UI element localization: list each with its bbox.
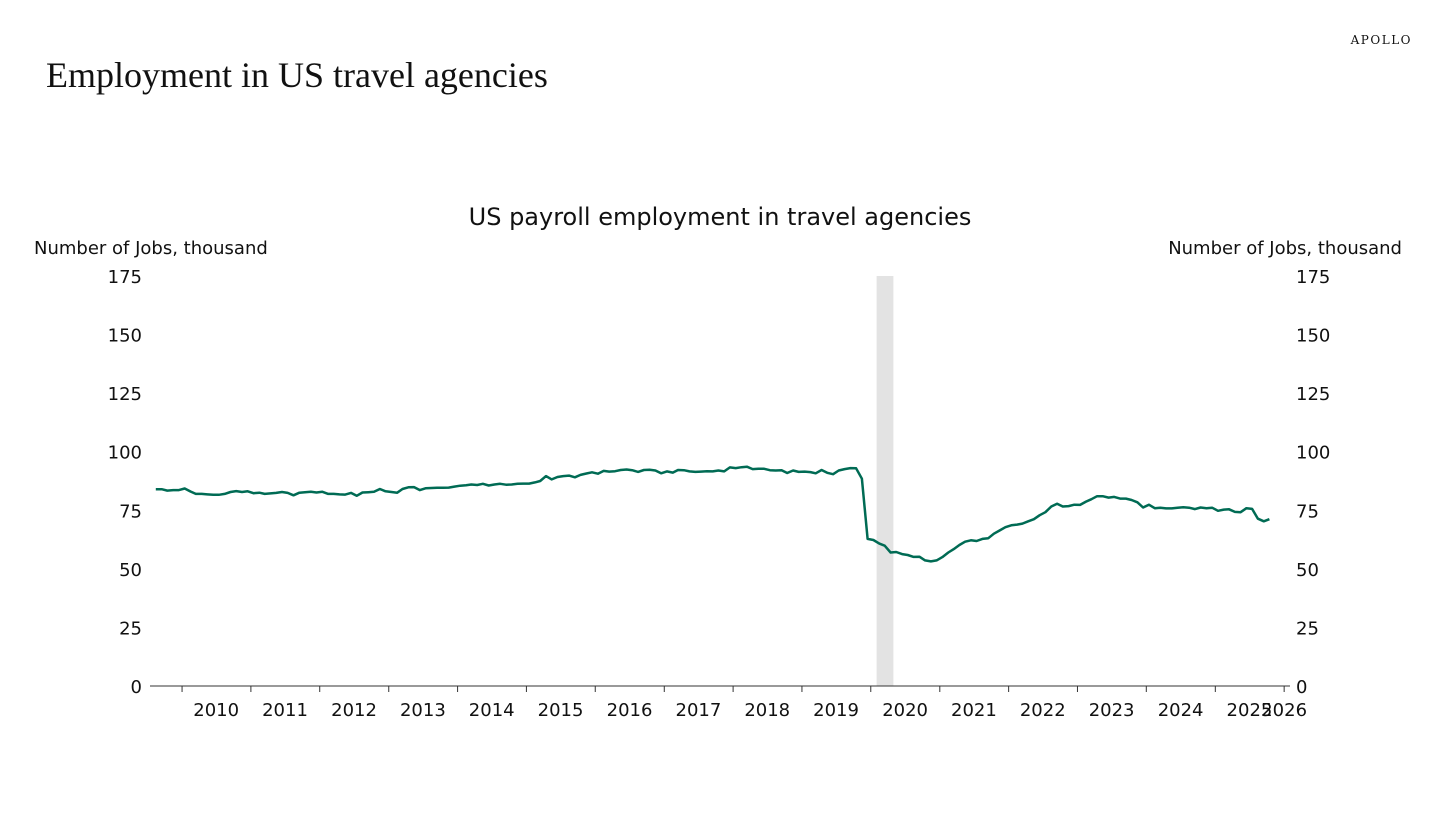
x-tick-label-2012: 2012 bbox=[331, 700, 377, 721]
x-tick-label-2010: 2010 bbox=[193, 700, 239, 721]
y-axis-left-ticks: 0 25 50 75 100 125 150 175 bbox=[108, 267, 142, 698]
x-tick-label-2016: 2016 bbox=[607, 700, 653, 721]
y-tick-left-150: 150 bbox=[108, 326, 142, 347]
y-tick-right-175: 175 bbox=[1296, 267, 1330, 288]
y-tick-left-25: 25 bbox=[119, 618, 142, 639]
x-tick-label-2015: 2015 bbox=[538, 700, 584, 721]
y-tick-right-0: 0 bbox=[1296, 677, 1307, 698]
y-tick-right-25: 25 bbox=[1296, 618, 1319, 639]
x-tick-label-2023: 2023 bbox=[1089, 700, 1135, 721]
x-tick-label-2013: 2013 bbox=[400, 700, 446, 721]
x-tick-label-2014: 2014 bbox=[469, 700, 515, 721]
x-tick-label-2022: 2022 bbox=[1020, 700, 1066, 721]
y-tick-left-125: 125 bbox=[108, 384, 142, 405]
chart-title: US payroll employment in travel agencies bbox=[469, 203, 972, 231]
x-tick-label-2026: 2026 bbox=[1261, 700, 1307, 721]
y-tick-right-125: 125 bbox=[1296, 384, 1330, 405]
x-tick-label-2021: 2021 bbox=[951, 700, 997, 721]
y-tick-left-175: 175 bbox=[108, 267, 142, 288]
y-tick-left-50: 50 bbox=[119, 560, 142, 581]
y-tick-left-75: 75 bbox=[119, 501, 142, 522]
x-tick-label-2011: 2011 bbox=[262, 700, 308, 721]
series-line-0 bbox=[155, 465, 1270, 563]
x-tick-label-2017: 2017 bbox=[676, 700, 722, 721]
y-tick-right-150: 150 bbox=[1296, 326, 1330, 347]
y-axis-label-right: Number of Jobs, thousand bbox=[1168, 238, 1402, 259]
x-tick-label-2018: 2018 bbox=[744, 700, 790, 721]
y-axis-right-ticks: 0 25 50 75 100 125 150 175 bbox=[1296, 267, 1330, 698]
y-tick-right-50: 50 bbox=[1296, 560, 1319, 581]
page-title: Employment in US travel agencies bbox=[46, 55, 548, 95]
y-axis-label-left: Number of Jobs, thousand bbox=[34, 238, 268, 259]
x-tick-label-2025: 2025 bbox=[1227, 700, 1273, 721]
recession-band bbox=[876, 276, 894, 686]
y-tick-right-100: 100 bbox=[1296, 443, 1330, 464]
series-layer bbox=[155, 465, 1270, 563]
x-axis: 2010 2011 2012 2013 2014 2015 2016 2017 2018 2019… bbox=[150, 685, 1307, 721]
y-tick-right-75: 75 bbox=[1296, 501, 1319, 522]
y-tick-left-0: 0 bbox=[131, 677, 142, 698]
y-tick-left-100: 100 bbox=[108, 443, 142, 464]
x-tick-label-2024: 2024 bbox=[1158, 700, 1204, 721]
brand-logo: APOLLO bbox=[1350, 33, 1412, 47]
recession-shading-layer bbox=[876, 276, 894, 686]
x-tick-label-2020: 2020 bbox=[882, 700, 928, 721]
x-tick-label-2019: 2019 bbox=[813, 700, 859, 721]
